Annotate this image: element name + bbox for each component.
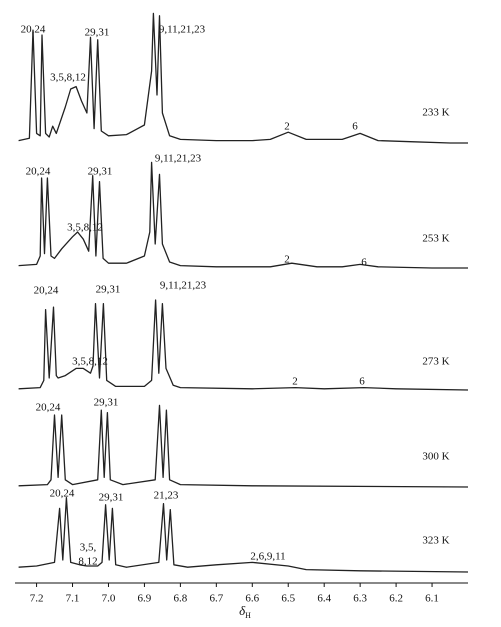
temperature-label: 233 K: [422, 107, 449, 119]
x-tick-label: 7.1: [66, 593, 80, 605]
peak-label: 20,24: [26, 166, 51, 178]
peak-label: 9,11,21,23: [159, 24, 206, 36]
peak-label: 6: [359, 376, 365, 388]
peak-label: 3,5,8,12: [67, 222, 103, 234]
x-tick-label: 7.0: [102, 593, 116, 605]
spectrum: [18, 12, 468, 144]
peak-label: 29,31: [99, 492, 124, 504]
x-axis-label: δH: [239, 603, 251, 620]
peak-label: 9,11,21,23: [160, 280, 207, 292]
peak-label: 29,31: [88, 166, 113, 178]
x-tick-label: 6.4: [317, 593, 331, 605]
x-tick-label: 6.7: [209, 593, 223, 605]
x-tick-label: 6.6: [245, 593, 259, 605]
peak-label: 29,31: [94, 397, 119, 409]
x-tick-label: 6.2: [389, 593, 403, 605]
temperature-label: 273 K: [422, 356, 449, 368]
peak-label: 3,5,: [80, 542, 97, 554]
peak-label: 2: [284, 254, 290, 266]
x-tick-label: 6.9: [138, 593, 152, 605]
temperature-label: 253 K: [422, 233, 449, 245]
peak-label: 29,31: [85, 27, 110, 39]
peak-label: 3,5,8,12: [72, 356, 108, 368]
peak-label: 20,24: [50, 488, 75, 500]
peak-label: 2,6,9,11: [250, 551, 285, 563]
x-tick-label: 6.5: [281, 593, 295, 605]
peak-label: 29,31: [96, 284, 121, 296]
spectrum: [18, 496, 469, 573]
spectrum: [18, 404, 469, 488]
peak-label: 2: [292, 376, 298, 388]
peak-label: 20,24: [34, 285, 59, 297]
x-tick-label: 6.1: [425, 593, 439, 605]
spectrum: [18, 161, 468, 269]
peak-label: 9,11,21,23: [155, 153, 202, 165]
peak-label: 2: [284, 121, 290, 133]
x-label-symbol: δ: [239, 603, 246, 618]
temperature-label: 323 K: [422, 535, 449, 547]
x-tick-label: 6.8: [174, 593, 188, 605]
peak-label: 6: [352, 121, 358, 133]
spectrum: [18, 299, 469, 391]
peak-label: 20,24: [36, 402, 61, 414]
temperature-label: 300 K: [422, 451, 449, 463]
peak-label: 6: [361, 257, 367, 269]
peak-label: 21,23: [154, 490, 179, 502]
x-label-subscript: H: [245, 611, 251, 620]
x-tick-label: 7.2: [30, 593, 44, 605]
peak-label: 3,5,8,12: [50, 72, 86, 84]
peak-label: 20,24: [21, 24, 46, 36]
x-tick-label: 6.3: [353, 593, 367, 605]
peak-label: 8,12: [78, 556, 97, 568]
